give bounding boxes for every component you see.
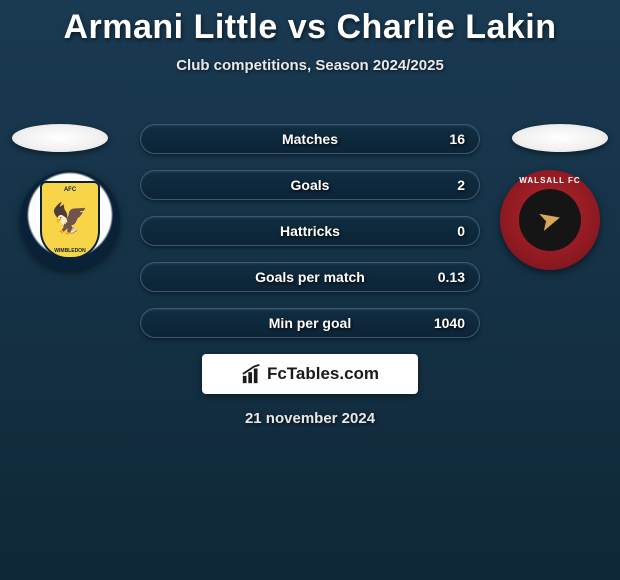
stat-right-value: 1040 <box>434 315 465 331</box>
stat-row: Goals per match 0.13 <box>140 262 480 292</box>
stat-label: Goals per match <box>141 269 479 285</box>
club-right-text: WALSALL FC <box>519 176 580 185</box>
stat-right-value: 0.13 <box>438 269 465 285</box>
stat-right-value: 16 <box>449 131 465 147</box>
page-subtitle: Club competitions, Season 2024/2025 <box>0 57 620 74</box>
stat-row: Min per goal 1040 <box>140 308 480 338</box>
stat-right-value: 2 <box>457 177 465 193</box>
club-badge-left: AFC 🦅 WIMBLEDON <box>20 170 120 270</box>
stat-right-value: 0 <box>457 223 465 239</box>
stat-row: Goals 2 <box>140 170 480 200</box>
chart-icon <box>241 363 263 385</box>
brand-text: FcTables.com <box>267 364 379 384</box>
stat-label: Hattricks <box>141 223 479 239</box>
stat-label: Min per goal <box>141 315 479 331</box>
stats-container: Matches 16 Goals 2 Hattricks 0 Goals per… <box>140 124 480 354</box>
player-portrait-left <box>12 124 108 152</box>
club-left-bottom-text: WIMBLEDON <box>54 248 85 254</box>
stat-row: Hattricks 0 <box>140 216 480 246</box>
stat-label: Matches <box>141 131 479 147</box>
club-badge-right: WALSALL FC ➤ <box>500 170 600 270</box>
date-text: 21 november 2024 <box>0 410 620 427</box>
bird-icon: ➤ <box>535 203 565 236</box>
stat-row: Matches 16 <box>140 124 480 154</box>
club-left-top-text: AFC <box>64 187 76 193</box>
eagle-icon: 🦅 <box>51 205 88 235</box>
brand-badge[interactable]: FcTables.com <box>202 354 418 394</box>
player-portrait-right <box>512 124 608 152</box>
page-title: Armani Little vs Charlie Lakin <box>0 0 620 47</box>
stat-label: Goals <box>141 177 479 193</box>
